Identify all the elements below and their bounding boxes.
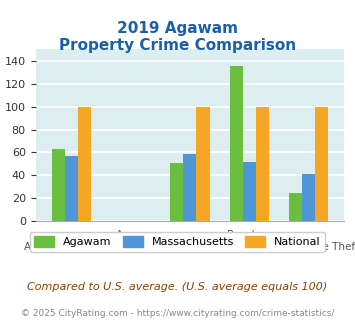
Bar	[78, 107, 91, 221]
Bar	[230, 66, 243, 221]
Text: All Property Crime: All Property Crime	[23, 242, 119, 252]
Text: © 2025 CityRating.com - https://www.cityrating.com/crime-statistics/: © 2025 CityRating.com - https://www.city…	[21, 309, 334, 318]
Bar	[256, 107, 269, 221]
Bar	[51, 149, 65, 221]
Text: Larceny & Theft: Larceny & Theft	[148, 242, 231, 252]
Text: Arson: Arson	[115, 230, 146, 240]
Bar	[170, 163, 184, 221]
Text: Motor Vehicle Theft: Motor Vehicle Theft	[258, 242, 355, 252]
Text: Property Crime Comparison: Property Crime Comparison	[59, 38, 296, 53]
Bar	[289, 192, 302, 221]
Bar	[65, 156, 78, 221]
Legend: Agawam, Massachusetts, National: Agawam, Massachusetts, National	[30, 232, 325, 252]
Bar	[243, 162, 256, 221]
Text: Burglary: Burglary	[227, 230, 272, 240]
Text: Compared to U.S. average. (U.S. average equals 100): Compared to U.S. average. (U.S. average …	[27, 282, 328, 292]
Bar	[315, 107, 328, 221]
Bar	[196, 107, 209, 221]
Bar	[184, 153, 196, 221]
Bar	[302, 174, 315, 221]
Text: 2019 Agawam: 2019 Agawam	[117, 21, 238, 36]
